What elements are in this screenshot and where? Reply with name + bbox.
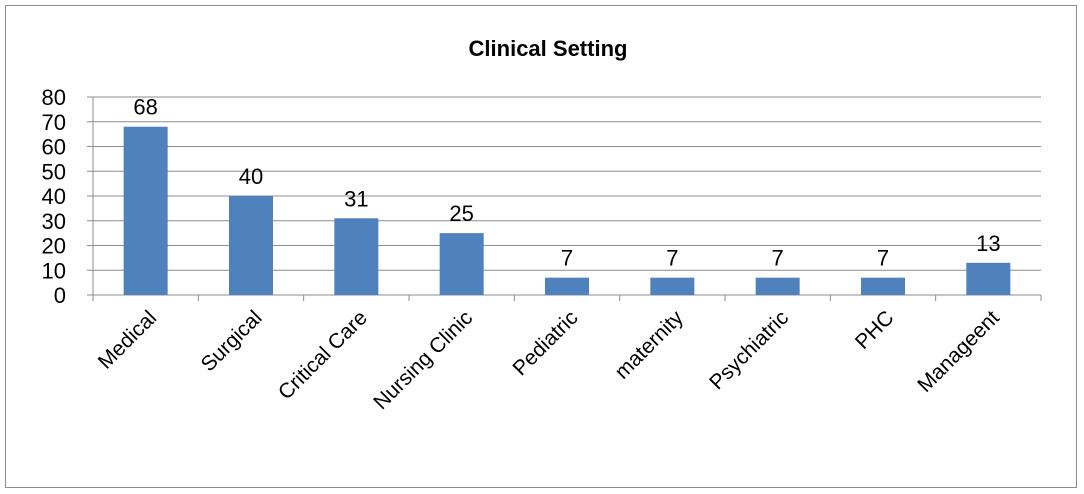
- bar-6: [755, 277, 800, 295]
- data-label-8: 13: [976, 231, 1000, 256]
- data-label-7: 7: [877, 246, 889, 271]
- x-tick-label-3: Nursing Clinic: [369, 306, 477, 414]
- y-tick-label-10: 10: [42, 258, 66, 283]
- data-label-1: 40: [239, 164, 263, 189]
- x-tick-label-5: maternity: [611, 306, 689, 384]
- data-label-3: 25: [449, 201, 473, 226]
- chart-frame: [5, 5, 1077, 488]
- y-tick-label-70: 70: [42, 110, 66, 135]
- y-tick-label-0: 0: [54, 283, 66, 308]
- bar-7: [861, 277, 905, 295]
- bar-4: [545, 277, 589, 295]
- bar-5: [650, 277, 695, 295]
- x-tick-label-7: PHC: [851, 306, 899, 354]
- x-tick-label-4: Pediatric: [508, 306, 582, 380]
- x-tick-label-6: Psychiatric: [705, 306, 793, 394]
- bar-1: [229, 196, 273, 295]
- data-label-4: 7: [561, 246, 573, 271]
- bars: [123, 126, 1011, 295]
- data-label-2: 31: [344, 186, 368, 211]
- x-tick-label-1: Surgical: [197, 306, 267, 376]
- bar-0: [123, 126, 168, 295]
- y-tick-label-50: 50: [42, 159, 66, 184]
- x-tick-label-0: Medical: [94, 306, 161, 373]
- y-tick-label-30: 30: [42, 209, 66, 234]
- x-tick-label-8: Manageent: [913, 306, 1004, 397]
- y-tick-label-20: 20: [42, 234, 66, 259]
- data-labels: 68 40 31 25 7 7 7 7 13: [133, 95, 1000, 271]
- data-label-6: 7: [772, 246, 784, 271]
- y-tick-label-40: 40: [42, 184, 66, 209]
- data-label-5: 7: [666, 246, 678, 271]
- y-tick-label-60: 60: [42, 135, 66, 160]
- data-label-0: 68: [133, 95, 157, 120]
- bar-3: [439, 233, 484, 295]
- bar-2: [334, 218, 379, 295]
- x-tick-label-2: Critical Care: [274, 306, 372, 404]
- y-tick-label-80: 80: [42, 85, 66, 110]
- bar-8: [966, 262, 1011, 295]
- chart-title: Clinical Setting: [469, 36, 628, 61]
